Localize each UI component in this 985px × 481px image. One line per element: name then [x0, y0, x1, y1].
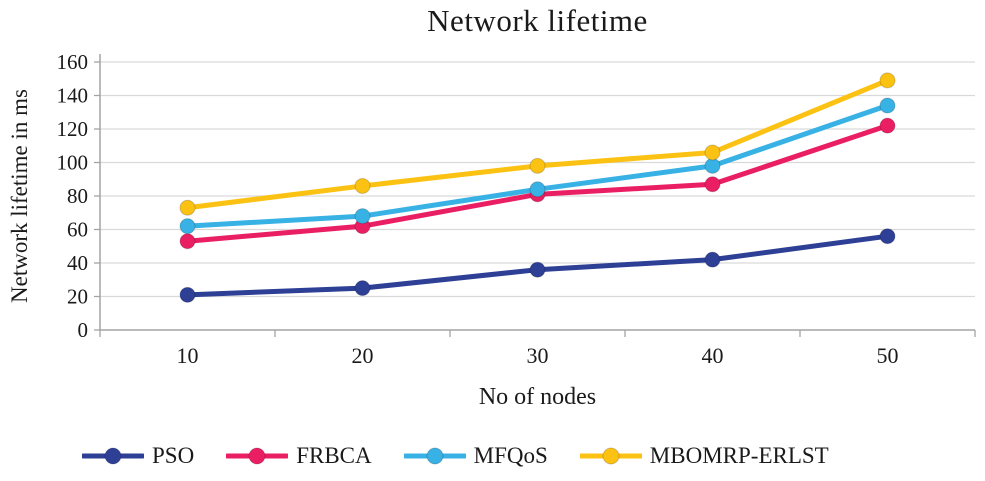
y-tick-label: 20	[67, 285, 88, 309]
y-tick-label: 120	[57, 117, 89, 141]
y-tick-label: 140	[57, 84, 89, 108]
legend-label-mfqos: MFQoS	[473, 443, 548, 468]
marker-mbomrp-erlst	[879, 72, 896, 89]
marker-mbomrp-erlst	[179, 199, 196, 216]
y-tick-label: 40	[67, 251, 88, 275]
marker-pso	[354, 280, 371, 297]
marker-mfqos	[179, 218, 196, 235]
x-tick-label: 30	[527, 343, 549, 368]
legend-marker-mfqos	[403, 447, 466, 465]
chart-svg: 0 20 40 60 80 100 120 140 160 10 20 30 40 50	[57, 50, 976, 368]
legend-marker-pso	[82, 447, 144, 465]
marker-frbca	[179, 233, 196, 250]
marker-mfqos	[354, 208, 371, 225]
x-tick-label: 10	[177, 343, 199, 368]
chart-legend: PSO FRBCA MFQoS MBOMRP-ERLST	[82, 443, 829, 469]
legend-marker-frbca	[226, 447, 289, 465]
legend-label-pso: PSO	[152, 443, 195, 468]
marker-mfqos	[704, 157, 721, 174]
marker-frbca	[879, 117, 896, 134]
legend-item-pso: PSO	[82, 443, 194, 469]
x-tick-label: 40	[702, 343, 724, 368]
y-tick-label: 80	[67, 184, 88, 208]
marker-pso	[879, 228, 896, 245]
legend-item-frbca: FRBCA	[226, 443, 372, 469]
x-tick-label: 20	[352, 343, 374, 368]
legend-label-mbomrp-erlst: MBOMRP-ERLST	[649, 443, 829, 468]
legend-item-mfqos: MFQoS	[403, 443, 548, 469]
legend-label-frbca: FRBCA	[296, 443, 372, 468]
marker-pso	[179, 286, 196, 303]
y-tick-label: 60	[67, 218, 88, 242]
marker-mbomrp-erlst	[704, 144, 721, 161]
x-tick-label: 50	[877, 343, 899, 368]
marker-pso	[529, 261, 546, 278]
y-tick-label: 100	[57, 151, 89, 175]
chart-title: Network lifetime	[427, 3, 648, 38]
y-tick-label: 160	[57, 50, 89, 74]
marker-mbomrp-erlst	[529, 157, 546, 174]
marker-frbca	[704, 176, 721, 193]
legend-marker-mbomrp-erlst	[579, 447, 642, 465]
marker-mfqos	[879, 97, 896, 114]
y-tick-label: 0	[78, 318, 89, 342]
x-axis-title: No of nodes	[478, 384, 597, 410]
marker-pso	[704, 251, 721, 268]
marker-mfqos	[529, 181, 546, 198]
marker-mbomrp-erlst	[354, 177, 371, 194]
legend-item-mbomrp-erlst: MBOMRP-ERLST	[579, 443, 829, 469]
